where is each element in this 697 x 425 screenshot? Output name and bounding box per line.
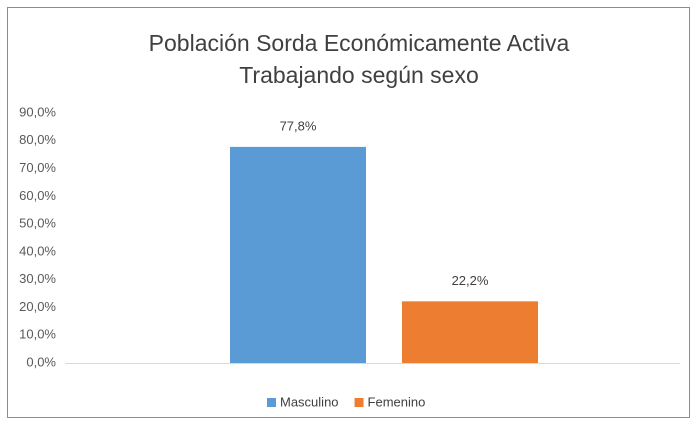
y-tick-label: 40,0% — [19, 243, 56, 258]
chart-title: Población Sorda Económicamente Activa — [149, 30, 570, 56]
legend-label: Masculino — [280, 394, 339, 409]
y-tick-label: 50,0% — [19, 216, 56, 231]
chart-title: Trabajando según sexo — [239, 62, 479, 88]
y-tick-label: 80,0% — [19, 132, 56, 147]
legend-label: Femenino — [368, 394, 426, 409]
y-tick-label: 10,0% — [19, 327, 56, 342]
y-tick-label: 70,0% — [19, 160, 56, 175]
y-tick-label: 20,0% — [19, 299, 56, 314]
y-tick-label: 90,0% — [19, 104, 56, 119]
y-tick-label: 30,0% — [19, 271, 56, 286]
legend-swatch — [354, 398, 364, 407]
y-tick-label: 0,0% — [26, 354, 56, 369]
legend-swatch — [267, 398, 276, 407]
y-tick-label: 60,0% — [19, 188, 56, 203]
value-label: 77,8% — [280, 118, 317, 133]
value-label: 22,2% — [452, 273, 489, 288]
bar — [230, 146, 366, 363]
bar — [402, 301, 538, 363]
